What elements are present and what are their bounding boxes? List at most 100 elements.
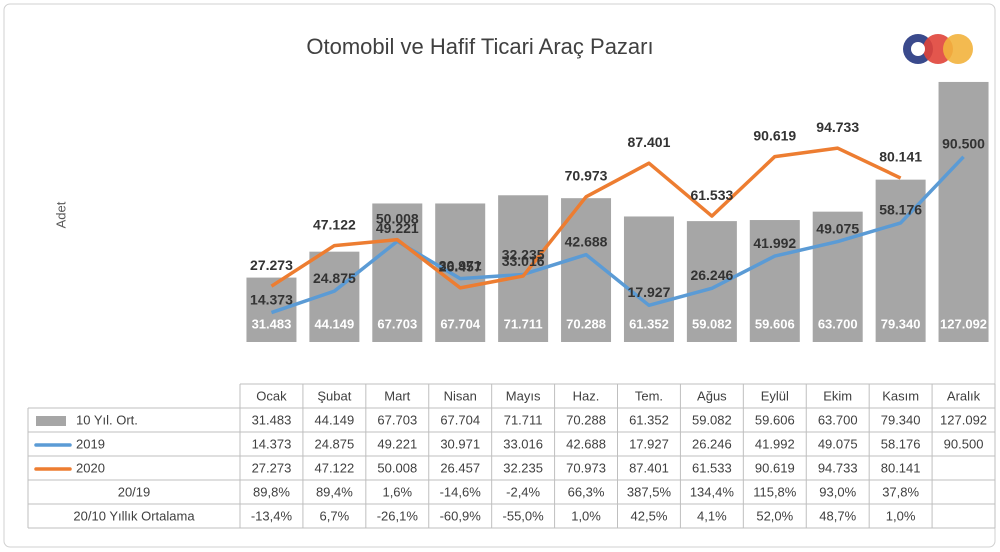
table-cell: 1,0% (571, 508, 601, 523)
x-tick-label: Tem. (635, 388, 663, 403)
bar-label: 79.340 (881, 316, 921, 331)
x-tick-label: Mart (384, 388, 410, 403)
line-label: 30.971 (439, 257, 482, 273)
table-cell: 79.340 (881, 412, 921, 427)
line-label: 87.401 (628, 134, 671, 150)
table-cell: 41.992 (755, 436, 795, 451)
row-label: 20/19 (118, 484, 151, 499)
table-cell: 6,7% (320, 508, 350, 523)
table-cell: 1,0% (886, 508, 916, 523)
table-cell: 24.875 (314, 436, 354, 451)
table-cell: 4,1% (697, 508, 727, 523)
line-label: 49.221 (376, 220, 419, 236)
line-label: 41.992 (753, 235, 796, 251)
table-cell: 90.619 (755, 460, 795, 475)
line-label: 58.176 (879, 202, 922, 218)
table-cell: 59.082 (692, 412, 732, 427)
bar-label: 59.606 (755, 316, 795, 331)
table-cell: 67.703 (377, 412, 417, 427)
table-cell: 17.927 (629, 436, 669, 451)
line-label: 90.619 (753, 127, 796, 143)
x-tick-label: Ocak (256, 388, 287, 403)
row-label: 20/10 Yıllık Ortalama (73, 508, 195, 523)
bar (812, 211, 863, 342)
table-cell: -55,0% (503, 508, 545, 523)
line-label: 26.457 (439, 259, 482, 275)
table-cell: 32.235 (503, 460, 543, 475)
table-cell: 59.606 (755, 412, 795, 427)
logo (903, 34, 973, 64)
line-label: 80.141 (879, 149, 922, 165)
table-cell: -13,4% (251, 508, 293, 523)
table-cell: -60,9% (440, 508, 482, 523)
table-cell: 134,4% (690, 484, 735, 499)
table-cell: 63.700 (818, 412, 858, 427)
bar (246, 277, 297, 342)
table-cell: 93,0% (819, 484, 856, 499)
line-label: 33.016 (502, 253, 545, 269)
line-label: 90.500 (942, 136, 985, 152)
line-label: 32.235 (502, 247, 545, 263)
bar (435, 203, 486, 342)
table-cell: 26.246 (692, 436, 732, 451)
line-label: 47.122 (313, 216, 356, 232)
line-label: 27.273 (250, 257, 293, 273)
table-cell: 87.401 (629, 460, 669, 475)
line-label: 14.373 (250, 291, 293, 307)
table-cell: 70.288 (566, 412, 606, 427)
line-label: 17.927 (628, 284, 671, 300)
bar-label: 70.288 (566, 316, 606, 331)
table-cell: 49.075 (818, 436, 858, 451)
table-cell: 115,8% (753, 484, 797, 499)
line-label: 42.688 (565, 233, 608, 249)
x-tick-label: Aralık (947, 388, 981, 403)
line-label: 26.246 (690, 267, 733, 283)
bar-label: 63.700 (818, 316, 858, 331)
bar-label: 71.711 (504, 316, 543, 331)
table-cell: 94.733 (818, 460, 858, 475)
table-cell: 44.149 (314, 412, 354, 427)
line-label: 61.533 (690, 187, 733, 203)
table-cell: 26.457 (440, 460, 480, 475)
table-cell: 127.092 (940, 412, 987, 427)
x-tick-label: Nisan (444, 388, 477, 403)
y-axis-label: Adet (53, 201, 68, 228)
table-cell: 48,7% (819, 508, 856, 523)
x-tick-label: Mayıs (506, 388, 541, 403)
table-cell: -26,1% (377, 508, 419, 523)
bar (938, 81, 989, 342)
line-label: 49.075 (816, 220, 859, 236)
table-cell: 47.122 (314, 460, 354, 475)
bar (623, 216, 674, 342)
bar (372, 203, 423, 342)
legend-label: 2020 (76, 460, 105, 475)
table-cell: 58.176 (881, 436, 921, 451)
line-label: 94.733 (816, 119, 859, 135)
table-cell: 42.688 (566, 436, 606, 451)
line (270, 146, 902, 290)
table-cell: 90.500 (944, 436, 984, 451)
table-cell: 80.141 (881, 460, 921, 475)
table-cell: 50.008 (377, 460, 417, 475)
x-tick-label: Eylül (761, 388, 789, 403)
table-cell: 71.711 (504, 412, 543, 427)
x-tick-label: Haz. (573, 388, 600, 403)
table-cell: 61.352 (629, 412, 669, 427)
table-cell: 33.016 (503, 436, 543, 451)
table-cell: 1,6% (382, 484, 412, 499)
table-cell: -2,4% (506, 484, 540, 499)
chart-title: Otomobil ve Hafif Ticari Araç Pazarı (306, 34, 653, 59)
line-label: 50.008 (376, 210, 419, 226)
table-cell: 49.221 (377, 436, 417, 451)
x-tick-label: Şubat (317, 388, 351, 403)
table-cell: -14,6% (440, 484, 482, 499)
bar-label: 61.352 (629, 316, 669, 331)
line (270, 155, 965, 315)
table-cell: 30.971 (440, 436, 480, 451)
table-cell: 14.373 (252, 436, 292, 451)
line-label: 70.973 (565, 167, 608, 183)
table-cell: 89,8% (253, 484, 290, 499)
table-cell: 27.273 (252, 460, 292, 475)
bar-label: 67.704 (440, 316, 481, 331)
